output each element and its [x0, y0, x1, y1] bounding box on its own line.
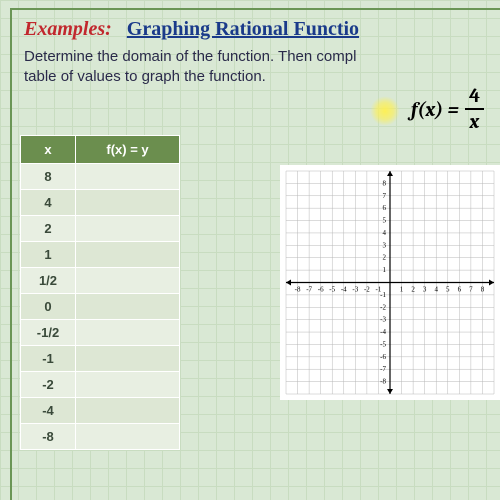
formula-numerator: 4: [465, 86, 484, 110]
table-row: 2: [21, 216, 180, 242]
table-cell: -8: [21, 424, 76, 450]
cursor-highlight: [370, 96, 400, 126]
table-row: 8: [21, 164, 180, 190]
svg-text:-6: -6: [380, 353, 386, 361]
prompt-line-1: Determine the domain of the function. Th…: [24, 47, 500, 67]
page-title: Examples: Graphing Rational Functio: [24, 18, 500, 41]
svg-text:-1: -1: [380, 291, 386, 299]
table-cell: [76, 216, 180, 242]
svg-text:5: 5: [383, 217, 387, 225]
table-row: 4: [21, 190, 180, 216]
svg-text:8: 8: [383, 179, 387, 187]
svg-text:-2: -2: [380, 303, 386, 311]
svg-text:3: 3: [423, 286, 427, 294]
table-cell: [76, 164, 180, 190]
svg-text:-8: -8: [295, 286, 301, 294]
svg-text:-7: -7: [306, 286, 312, 294]
svg-text:-2: -2: [364, 286, 370, 294]
table-cell: [76, 294, 180, 320]
svg-text:-5: -5: [329, 286, 335, 294]
title-examples: Examples:: [24, 18, 112, 40]
table-cell: [76, 398, 180, 424]
table-cell: [76, 268, 180, 294]
table-cell: -1: [21, 346, 76, 372]
table-header-y: f(x) = y: [76, 136, 180, 164]
svg-text:7: 7: [469, 286, 473, 294]
table-row: -2: [21, 372, 180, 398]
table-row: -8: [21, 424, 180, 450]
svg-text:6: 6: [458, 286, 462, 294]
svg-text:4: 4: [383, 229, 387, 237]
svg-text:-5: -5: [380, 340, 386, 348]
svg-text:3: 3: [383, 241, 387, 249]
table-header-x: x: [21, 136, 76, 164]
table-cell: 2: [21, 216, 76, 242]
table-cell: [76, 190, 180, 216]
svg-text:-3: -3: [352, 286, 358, 294]
table-cell: [76, 242, 180, 268]
table-cell: 8: [21, 164, 76, 190]
svg-text:-7: -7: [380, 365, 386, 373]
svg-text:8: 8: [481, 286, 485, 294]
table-cell: 0: [21, 294, 76, 320]
svg-text:5: 5: [446, 286, 450, 294]
table-cell: 1: [21, 242, 76, 268]
table-row: 1/2: [21, 268, 180, 294]
table-cell: 1/2: [21, 268, 76, 294]
table-row: -1/2: [21, 320, 180, 346]
title-subject: Graphing Rational Functio: [127, 18, 359, 40]
table-row: 0: [21, 294, 180, 320]
table-cell: [76, 346, 180, 372]
formula-lhs: f(x) =: [411, 98, 459, 121]
svg-text:4: 4: [434, 286, 438, 294]
table-row: -1: [21, 346, 180, 372]
svg-text:-4: -4: [380, 328, 386, 336]
table-cell: -1/2: [21, 320, 76, 346]
svg-text:-6: -6: [318, 286, 324, 294]
table-cell: -4: [21, 398, 76, 424]
function-formula: f(x) = 4 x: [411, 86, 484, 132]
values-table: x f(x) = y 84211/20-1/2-1-2-4-8: [20, 135, 180, 450]
table-row: 1: [21, 242, 180, 268]
table-cell: [76, 372, 180, 398]
cartesian-plane: -8-7-6-5-4-3-2-112345678-8-7-6-5-4-3-2-1…: [280, 165, 500, 400]
svg-text:2: 2: [411, 286, 415, 294]
svg-text:-3: -3: [380, 316, 386, 324]
svg-text:6: 6: [383, 204, 387, 212]
prompt-text: Determine the domain of the function. Th…: [24, 47, 500, 88]
svg-text:1: 1: [400, 286, 404, 294]
table-cell: -2: [21, 372, 76, 398]
svg-text:-4: -4: [341, 286, 347, 294]
svg-text:-8: -8: [380, 378, 386, 386]
formula-fraction: 4 x: [465, 86, 484, 132]
svg-text:2: 2: [383, 254, 387, 262]
formula-denominator: x: [470, 110, 480, 132]
table-cell: [76, 424, 180, 450]
svg-text:1: 1: [383, 266, 387, 274]
table-row: -4: [21, 398, 180, 424]
table-cell: [76, 320, 180, 346]
svg-text:7: 7: [383, 192, 387, 200]
prompt-line-2: table of values to graph the function.: [24, 67, 500, 87]
table-cell: 4: [21, 190, 76, 216]
